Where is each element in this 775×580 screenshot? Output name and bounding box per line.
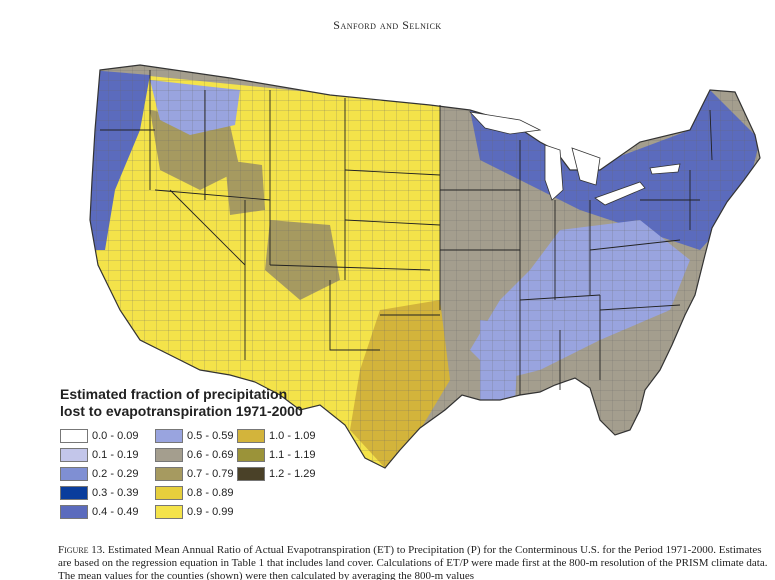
legend-entry: 0.4 - 0.49 [60, 502, 155, 521]
legend-swatch [237, 466, 265, 481]
legend-swatch [60, 504, 88, 519]
legend-entry: 1.2 - 1.29 [237, 464, 327, 483]
legend-entry: 0.9 - 0.99 [155, 502, 237, 521]
legend-entry: 0.7 - 0.79 [155, 464, 237, 483]
legend-swatch [60, 428, 88, 443]
legend-entry: 0.6 - 0.69 [155, 445, 237, 464]
lake-michigan [544, 144, 564, 201]
figure-caption: Figure 13. Estimated Mean Annual Ratio o… [58, 544, 770, 580]
legend-swatch [60, 447, 88, 462]
legend-entry: 0.2 - 0.29 [60, 464, 155, 483]
legend-entry: 0.5 - 0.59 [155, 426, 237, 445]
legend-classes: 0.0 - 0.09 0.1 - 0.19 0.2 - 0.29 0.3 - 0.39… [60, 426, 360, 521]
lake-ontario [649, 163, 681, 175]
legend-swatch [155, 447, 183, 462]
legend-entry: 0.0 - 0.09 [60, 426, 155, 445]
legend-swatch [155, 466, 183, 481]
state-boundaries [100, 70, 713, 395]
map-legend: Estimated fraction of precipitation lost… [60, 386, 360, 521]
us-evapotranspiration-map [0, 50, 775, 490]
legend-swatch [60, 485, 88, 500]
legend-swatch [237, 447, 265, 462]
legend-swatch [155, 428, 183, 443]
legend-label: 0.3 - 0.39 [92, 486, 139, 499]
legend-label: 0.6 - 0.69 [187, 448, 234, 461]
legend-label: 0.9 - 0.99 [187, 505, 234, 518]
lake-superior [468, 111, 542, 135]
legend-label: 0.0 - 0.09 [92, 429, 139, 442]
legend-swatch [60, 466, 88, 481]
legend-title-line1: Estimated fraction of precipitation [60, 386, 288, 402]
legend-entry: 1.1 - 1.19 [237, 445, 327, 464]
legend-entry: 1.0 - 1.09 [237, 426, 327, 445]
legend-title: Estimated fraction of precipitation lost… [60, 386, 360, 420]
legend-label: 0.1 - 0.19 [92, 448, 139, 461]
legend-title-line2: lost to evapotranspiration 1971-2000 [60, 403, 303, 419]
running-head: Sanford and Selnick [333, 18, 442, 32]
legend-label: 1.2 - 1.29 [269, 467, 316, 480]
caption-label: Figure 13. [58, 544, 106, 556]
map-svg [89, 64, 761, 469]
legend-entry: 0.1 - 0.19 [60, 445, 155, 464]
lake-huron [571, 147, 601, 186]
legend-entry: 0.3 - 0.39 [60, 483, 155, 502]
legend-label: 0.5 - 0.59 [187, 429, 234, 442]
legend-label: 0.4 - 0.49 [92, 505, 139, 518]
legend-label: 1.0 - 1.09 [269, 429, 316, 442]
legend-label: 1.1 - 1.19 [269, 448, 316, 461]
caption-text: Estimated Mean Annual Ratio of Actual Ev… [58, 544, 768, 580]
legend-label: 0.7 - 0.79 [187, 467, 234, 480]
legend-label: 0.2 - 0.29 [92, 467, 139, 480]
legend-swatch [155, 504, 183, 519]
legend-swatch [155, 485, 183, 500]
lake-erie [594, 181, 646, 206]
legend-label: 0.8 - 0.89 [187, 486, 234, 499]
legend-swatch [237, 428, 265, 443]
legend-entry: 0.8 - 0.89 [155, 483, 237, 502]
